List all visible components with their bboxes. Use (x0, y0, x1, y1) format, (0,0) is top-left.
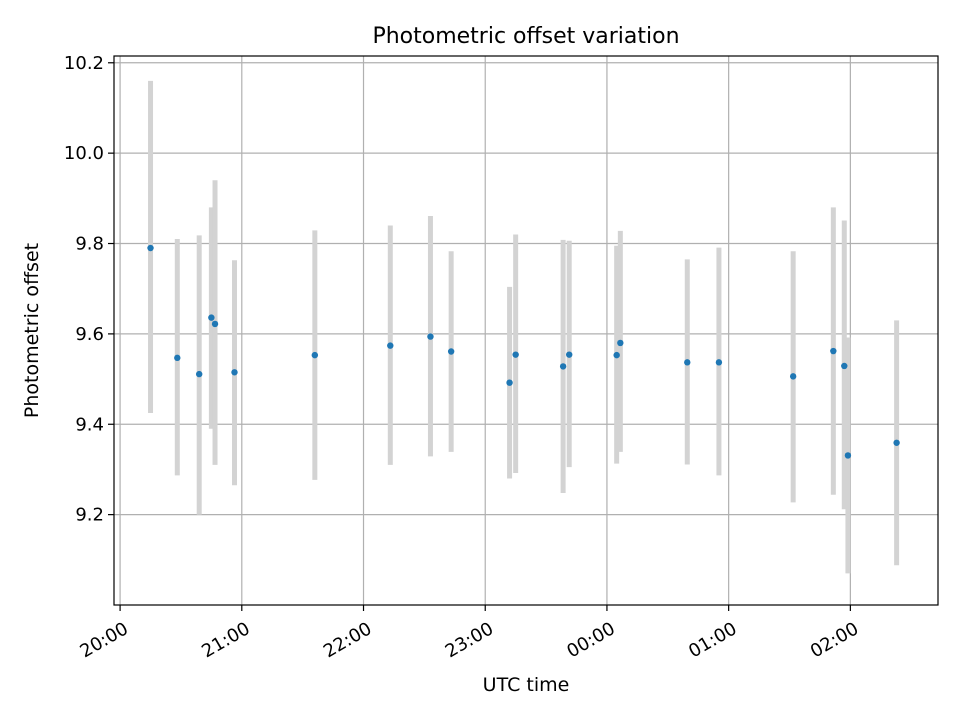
data-point (844, 452, 852, 459)
data-point (506, 379, 513, 386)
data-point (147, 244, 154, 252)
y-tick-label: 10.2 (64, 53, 104, 74)
data-point (830, 347, 837, 355)
data-point (617, 339, 624, 347)
plot-frame (113, 55, 939, 606)
data-point (893, 439, 900, 446)
chart-title: Photometric offset variation (372, 24, 679, 49)
data-point (174, 354, 181, 362)
data-points (147, 244, 900, 459)
data-point (684, 359, 691, 366)
y-tick-label: 10.0 (64, 143, 104, 164)
y-tick-label: 9.6 (75, 324, 104, 345)
data-point (566, 351, 573, 358)
data-point (512, 351, 519, 358)
data-point (427, 333, 434, 340)
x-axis-label: UTC time (483, 674, 570, 696)
data-point (715, 359, 723, 366)
y-tick-label: 9.4 (75, 414, 104, 435)
y-tick-label: 9.8 (75, 234, 104, 255)
data-point (447, 348, 455, 355)
data-point (195, 370, 203, 378)
data-point (208, 314, 215, 321)
data-point (211, 320, 219, 328)
data-point (841, 362, 848, 370)
data-point (559, 363, 567, 370)
data-point (789, 373, 797, 380)
data-point (613, 351, 620, 359)
grid (114, 56, 938, 605)
y-axis-label: Photometric offset (21, 243, 43, 418)
data-point (387, 342, 394, 349)
y-tick-label: 9.2 (75, 505, 104, 526)
data-point (231, 369, 238, 376)
data-point (311, 351, 319, 359)
